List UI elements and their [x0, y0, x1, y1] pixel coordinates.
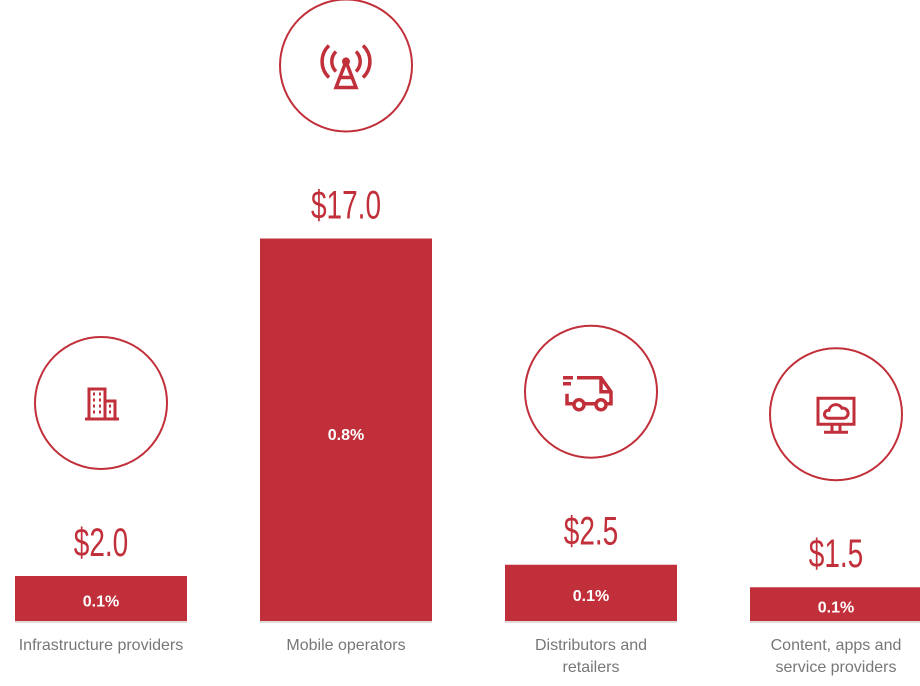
icon — [816, 396, 856, 434]
bar — [505, 564, 677, 621]
bar — [750, 587, 920, 621]
value-label: $2.0 — [74, 521, 128, 565]
category-label: Mobile operators — [286, 637, 406, 654]
icon — [563, 376, 613, 412]
share-label: 0.1% — [818, 599, 854, 616]
value-label: $1.5 — [809, 532, 863, 576]
value-label: $17.0 — [311, 184, 381, 228]
icon-circle — [279, 0, 413, 133]
icon-shape — [572, 398, 586, 412]
icon — [85, 387, 119, 421]
icon-circle — [769, 347, 903, 482]
icon-shape — [85, 387, 119, 421]
value-label: $2.5 — [564, 510, 618, 554]
icon-shape — [816, 396, 856, 434]
icon-shape — [320, 44, 372, 90]
icon-circle — [34, 336, 168, 470]
icon-shape — [342, 57, 350, 66]
icon — [320, 44, 372, 90]
category-label: Infrastructure providers — [18, 637, 184, 654]
icon-circle — [524, 324, 658, 459]
share-label: 0.1% — [573, 588, 609, 605]
bar — [260, 238, 432, 621]
bar — [15, 576, 187, 621]
category-label: Content, apps and service providers — [770, 637, 902, 676]
icon-shape — [594, 398, 608, 412]
share-label: 0.8% — [328, 427, 364, 444]
icon-shape — [563, 376, 613, 406]
category-label: Distributors and retailers — [534, 637, 648, 676]
share-label: 0.1% — [83, 594, 119, 611]
